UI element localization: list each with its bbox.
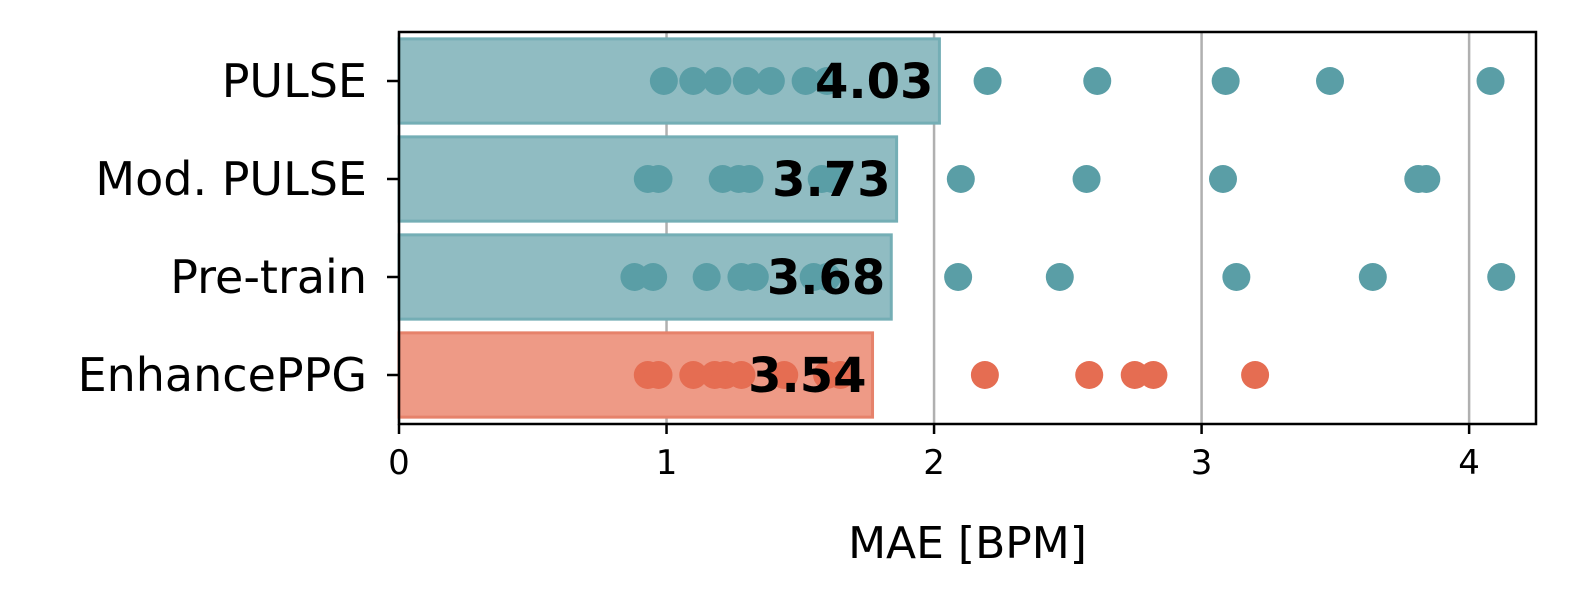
data-point [1208, 165, 1237, 193]
plot-frame [397, 30, 1538, 426]
x-tick-label: 0 [388, 443, 410, 483]
data-point [1211, 67, 1240, 95]
data-point [770, 361, 799, 389]
data-point [679, 67, 708, 95]
data-point [946, 165, 975, 193]
data-point [692, 263, 721, 291]
bar-value-labels: 4.03 3.73 3.68 3.54 [748, 54, 933, 404]
data-point [703, 67, 732, 95]
data-point [740, 263, 769, 291]
data-point [970, 361, 999, 389]
data-point [1476, 67, 1505, 95]
data-point [944, 263, 973, 291]
x-tick-label: 2 [923, 443, 945, 483]
data-point [735, 165, 764, 193]
bar-value-label: 3.54 [748, 348, 866, 404]
data-point [732, 67, 761, 95]
x-tick-label: 1 [656, 443, 678, 483]
data-point [818, 165, 847, 193]
data-point [644, 361, 673, 389]
data-point [1083, 67, 1112, 95]
data-point [649, 67, 678, 95]
data-points [620, 67, 1516, 389]
category-label: EnhancePPG [78, 348, 367, 402]
data-point [1139, 361, 1168, 389]
bar-value-label: 3.68 [767, 250, 885, 306]
x-tick-label: 4 [1458, 443, 1480, 483]
category-label: PULSE [222, 54, 367, 108]
y-axis-ticks: PULSE Mod. PULSE Pre-train EnhancePPG [78, 54, 399, 402]
data-point [1412, 165, 1441, 193]
data-point [1072, 165, 1101, 193]
data-point [639, 263, 668, 291]
data-point [813, 263, 842, 291]
data-point [1045, 263, 1074, 291]
x-axis-title: MAE [BPM] [848, 518, 1087, 569]
data-point [679, 361, 708, 389]
category-label: Pre-train [170, 250, 367, 304]
data-point [1222, 263, 1251, 291]
data-point [756, 67, 785, 95]
data-point [973, 67, 1002, 95]
x-tick-label: 3 [1191, 443, 1213, 483]
category-label: Mod. PULSE [95, 152, 367, 206]
data-point [813, 67, 842, 95]
bar-value-label: 3.73 [772, 152, 890, 208]
data-point [1316, 67, 1345, 95]
data-point [1358, 263, 1387, 291]
data-point [1241, 361, 1270, 389]
x-axis-ticks: 0 1 2 3 4 [388, 424, 1480, 483]
data-point [644, 165, 673, 193]
data-point [826, 361, 855, 389]
data-point [1075, 361, 1104, 389]
bar-value-label: 4.03 [815, 54, 933, 110]
data-point [1487, 263, 1516, 291]
data-point [791, 67, 820, 95]
data-point [727, 361, 756, 389]
